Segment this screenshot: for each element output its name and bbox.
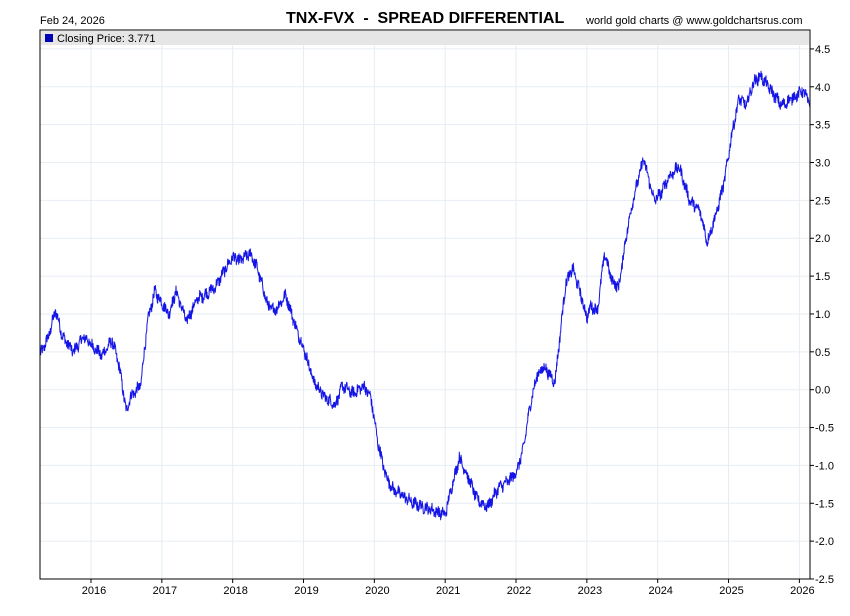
y-tick-label: 2.0 <box>815 233 830 245</box>
x-tick-label: 2018 <box>223 585 247 597</box>
y-tick-label: 3.0 <box>815 158 830 170</box>
chart-title: TNX-FVX - SPREAD DIFFERENTIAL <box>286 10 565 27</box>
legend-label: Closing Price: 3.771 <box>57 33 155 45</box>
x-axis: 2016 2017 2018 2019 2020 2021 2022 2023 2024 2025… <box>82 579 815 597</box>
x-tick-label: 2026 <box>790 585 814 597</box>
series-layer <box>39 70 811 521</box>
y-tick-label: 0.0 <box>815 385 830 397</box>
y-tick-label: -2.0 <box>815 536 834 548</box>
x-tick-label: 2017 <box>153 585 177 597</box>
legend-background <box>41 31 809 45</box>
x-tick-label: 2023 <box>578 585 602 597</box>
series-line-closing-price <box>39 70 811 521</box>
x-tick-label: 2019 <box>294 585 318 597</box>
y-axis: 4.5 4.0 3.5 3.0 2.5 2.0 1.5 1.0 0.5 0.0 -0.5 -1.0 -1… <box>810 44 834 586</box>
y-tick-label: 1.5 <box>815 271 830 283</box>
x-tick-label: 2016 <box>82 585 106 597</box>
legend-swatch-icon <box>45 34 53 42</box>
plot-frame <box>39 29 811 580</box>
x-tick-label: 2025 <box>719 585 743 597</box>
y-tick-label: 2.5 <box>815 195 830 207</box>
y-tick-label: 1.0 <box>815 309 830 321</box>
y-tick-label: -1.5 <box>815 498 834 510</box>
y-tick-label: 4.5 <box>815 44 830 56</box>
chart-credit: world gold charts @ www.goldchartsrus.co… <box>586 15 803 27</box>
y-tick-label: 3.5 <box>815 120 830 132</box>
grid-lines <box>40 30 810 580</box>
y-tick-label: -0.5 <box>815 423 834 435</box>
x-tick-label: 2024 <box>648 585 672 597</box>
x-tick-label: 2022 <box>507 585 531 597</box>
legend: Closing Price: 3.771 <box>41 31 809 45</box>
y-tick-label: 4.0 <box>815 82 830 94</box>
y-tick-label: -1.0 <box>815 460 834 472</box>
chart-date: Feb 24, 2026 <box>40 15 105 27</box>
y-tick-label: -2.5 <box>815 574 834 586</box>
x-tick-label: 2020 <box>365 585 389 597</box>
y-tick-label: 0.5 <box>815 347 830 359</box>
x-tick-label: 2021 <box>436 585 460 597</box>
